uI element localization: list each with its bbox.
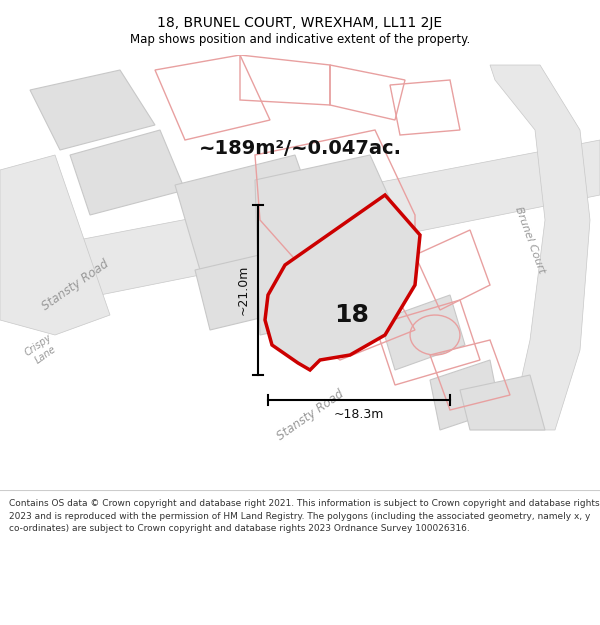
Text: ~189m²/~0.047ac.: ~189m²/~0.047ac. [199,139,401,158]
Polygon shape [265,195,420,370]
Polygon shape [0,155,110,335]
Text: 18: 18 [334,303,369,328]
Text: Crispy
Lane: Crispy Lane [23,332,61,367]
Polygon shape [70,130,185,215]
Text: Brunel Court: Brunel Court [513,205,547,275]
Text: Stansty Road: Stansty Road [39,257,111,313]
Text: Stansty Road: Stansty Road [274,387,346,443]
Text: Map shows position and indicative extent of the property.: Map shows position and indicative extent… [130,33,470,46]
Polygon shape [490,65,590,430]
Polygon shape [30,70,155,150]
Text: ~21.0m: ~21.0m [237,265,250,315]
Polygon shape [175,155,325,270]
Text: Contains OS data © Crown copyright and database right 2021. This information is : Contains OS data © Crown copyright and d… [9,499,599,532]
Polygon shape [460,375,545,430]
Text: 18, BRUNEL COURT, WREXHAM, LL11 2JE: 18, BRUNEL COURT, WREXHAM, LL11 2JE [157,16,443,30]
Polygon shape [0,140,600,315]
Polygon shape [380,295,465,370]
Polygon shape [430,360,500,430]
Text: ~18.3m: ~18.3m [334,408,384,421]
Polygon shape [255,155,415,335]
Polygon shape [195,242,335,330]
